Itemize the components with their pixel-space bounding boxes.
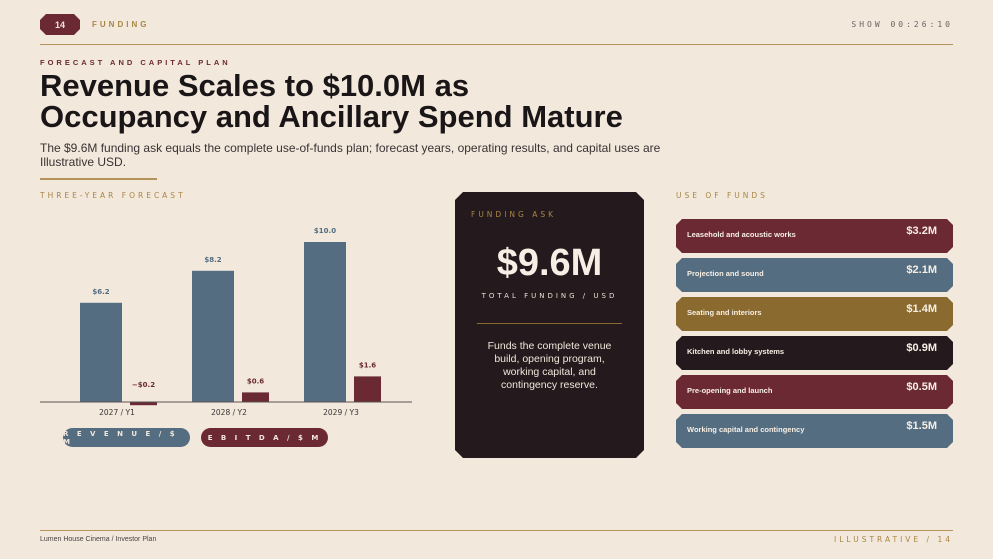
use-of-funds-item-amount: $1.5M <box>906 420 937 432</box>
page-title: Revenue Scales to $10.0M as Occupancy an… <box>40 70 760 132</box>
page-number-badge: 14 <box>40 14 80 35</box>
use-of-funds-item-label: Leasehold and acoustic works <box>687 230 796 239</box>
use-of-funds-item-label: Seating and interiors <box>687 308 762 317</box>
ebitda-bar <box>130 402 157 406</box>
header-divider <box>40 44 953 45</box>
use-of-funds-item-amount: $0.9M <box>906 342 937 354</box>
use-of-funds-item: Seating and interiors $1.4M <box>676 297 953 331</box>
use-of-funds-label: USE OF FUNDS <box>676 191 768 200</box>
use-of-funds-item-label: Kitchen and lobby systems <box>687 347 785 356</box>
revenue-data-label: $6.2 <box>92 288 109 296</box>
footer-left: Lumen House Cinema / Investor Plan <box>40 536 157 543</box>
x-tick-label: 2029 / Y3 <box>323 408 359 417</box>
funding-ask-card: FUNDING ASK $9.6M TOTAL FUNDING / USD Fu… <box>455 192 644 458</box>
section-label: FUNDING <box>92 20 150 29</box>
use-of-funds-item-amount: $1.4M <box>906 303 937 315</box>
revenue-data-label: $8.2 <box>204 256 221 264</box>
ebitda-bar <box>354 376 381 402</box>
funding-ask-unit: TOTAL FUNDING / USD <box>481 292 618 300</box>
use-of-funds-item: Working capital and contingency $1.5M <box>676 414 953 448</box>
funding-ask-label: FUNDING ASK <box>471 210 557 219</box>
use-of-funds-item: Kitchen and lobby systems $0.9M <box>676 336 953 370</box>
use-of-funds-item-amount: $3.2M <box>906 225 937 237</box>
footer-divider <box>40 530 953 531</box>
subtitle-accent-rule <box>40 178 157 180</box>
forecast-label: THREE-YEAR FORECAST <box>40 191 186 200</box>
revenue-bar <box>80 302 122 402</box>
eyebrow: FORECAST AND CAPITAL PLAN <box>40 58 231 67</box>
ebitda-data-label: $1.6 <box>359 361 376 369</box>
title-line-2: Occupancy and Ancillary Spend Mature <box>40 99 623 134</box>
legend-revenue: R E V E N U E / $ M <box>63 428 190 447</box>
revenue-bar <box>304 242 346 402</box>
funding-ask-description: Funds the complete venue build, opening … <box>487 340 612 391</box>
legend-ebitda: E B I T D A / $ M <box>201 428 328 447</box>
x-tick-label: 2028 / Y2 <box>211 408 247 417</box>
use-of-funds-item-label: Working capital and contingency <box>687 425 805 434</box>
forecast-chart: $6.2 $8.2 $10.0 −$0.2 $0.6 $1.6 2027 / Y1 2028… <box>40 227 412 417</box>
title-line-1: Revenue Scales to $10.0M as <box>40 68 470 103</box>
use-of-funds-item-label: Pre-opening and launch <box>687 386 773 395</box>
use-of-funds-item-label: Projection and sound <box>687 269 764 278</box>
use-of-funds-item-amount: $0.5M <box>906 381 937 393</box>
card-divider <box>477 323 622 324</box>
ebitda-data-label: −$0.2 <box>132 381 155 389</box>
footer-right: ILLUSTRATIVE / 14 <box>834 535 953 544</box>
use-of-funds-item: Pre-opening and launch $0.5M <box>676 375 953 409</box>
revenue-data-label: $10.0 <box>314 227 336 235</box>
show-timer: SHOW 00:26:10 <box>851 20 953 29</box>
funding-ask-amount: $9.6M <box>496 242 603 284</box>
use-of-funds-item-amount: $2.1M <box>906 264 937 276</box>
ebitda-bar <box>242 392 269 402</box>
use-of-funds-item: Leasehold and acoustic works $3.2M <box>676 219 953 253</box>
subtitle: The $9.6M funding ask equals the complet… <box>40 141 661 169</box>
revenue-bar <box>192 270 234 402</box>
x-tick-label: 2027 / Y1 <box>99 408 135 417</box>
use-of-funds-item: Projection and sound $2.1M <box>676 258 953 292</box>
ebitda-data-label: $0.6 <box>247 377 264 385</box>
